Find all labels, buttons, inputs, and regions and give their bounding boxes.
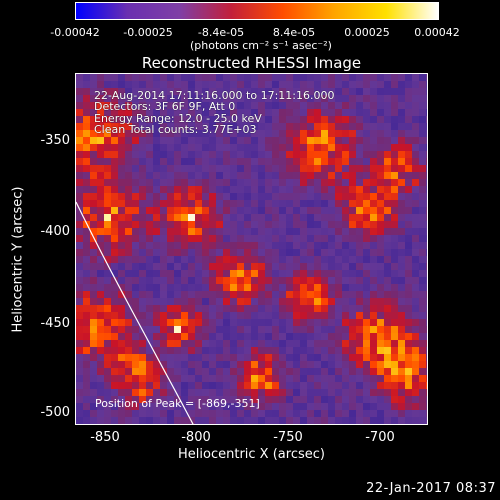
info-detectors: Detectors: 3F 6F 9F, Att 0 <box>94 100 236 113</box>
info-energy-range: Energy Range: 12.0 - 25.0 keV <box>94 112 262 125</box>
colorbar-units: (photons cm⁻² s⁻¹ asec⁻²) <box>190 39 332 52</box>
y-axis-label: Heliocentric Y (arcsec) <box>10 186 26 333</box>
solar-limb-line <box>76 201 194 424</box>
peak-position-label: Position of Peak = [-869,-351] <box>95 397 260 410</box>
x-tick-label: -850 <box>90 430 120 445</box>
y-tick-label: -400 <box>40 224 70 239</box>
colorbar-tick: 8.4e-05 <box>272 26 316 39</box>
x-tick-label: -750 <box>273 430 303 445</box>
y-tick-label: -500 <box>40 405 70 420</box>
colorbar-tick: 0.00042 <box>414 26 460 39</box>
colorbar-tick: -8.4e-05 <box>197 26 245 39</box>
y-tick-label: -350 <box>40 133 70 148</box>
colorbar-tick: 0.00025 <box>344 26 390 39</box>
info-total-counts: Clean Total counts: 3.77E+03 <box>94 123 257 136</box>
rhessi-image-plot <box>75 73 428 425</box>
render-date: 22-Jan-2017 08:37 <box>366 481 496 496</box>
x-tick-label: -800 <box>181 430 211 445</box>
colorbar-tick: -0.00025 <box>123 26 173 39</box>
rhessi-image-canvas <box>76 74 427 424</box>
x-tick-label: -700 <box>365 430 395 445</box>
colorbar-tick: -0.00042 <box>50 26 100 39</box>
image-pixels <box>76 74 427 424</box>
colorbar <box>75 2 439 20</box>
info-time-range: 22-Aug-2014 17:11:16.000 to 17:11:16.000 <box>94 89 335 102</box>
plot-title: Reconstructed RHESSI Image <box>141 54 362 72</box>
y-tick-label: -450 <box>40 316 70 331</box>
x-axis-label: Heliocentric X (arcsec) <box>178 447 325 462</box>
